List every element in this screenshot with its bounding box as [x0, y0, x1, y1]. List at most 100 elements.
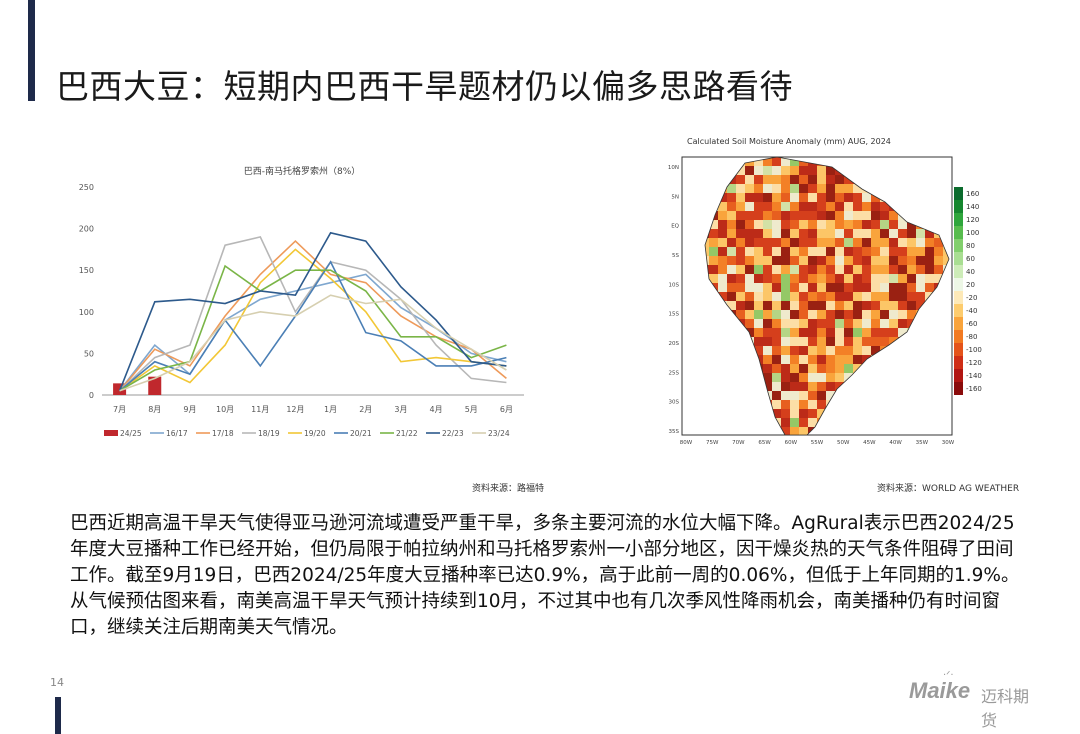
- series-line-21-22: [119, 264, 507, 392]
- legend-label: 24/25: [120, 429, 142, 438]
- anomaly-cell: [790, 211, 799, 220]
- anomaly-cell: [772, 391, 781, 400]
- colorbar-label: 160: [966, 190, 979, 198]
- anomaly-cell: [871, 229, 880, 238]
- colorbar-label: -60: [966, 320, 977, 328]
- anomaly-cell: [817, 166, 826, 175]
- anomaly-cell: [736, 301, 745, 310]
- anomaly-cell: [826, 382, 835, 391]
- anomaly-cell: [907, 265, 916, 274]
- colorbar-segment: [954, 226, 963, 239]
- anomaly-cell: [745, 283, 754, 292]
- anomaly-cell: [790, 328, 799, 337]
- legend-label: 22/23: [442, 429, 464, 438]
- anomaly-cell: [808, 391, 817, 400]
- anomaly-cell: [772, 247, 781, 256]
- anomaly-cell: [745, 256, 754, 265]
- series-line-16-17: [118, 273, 507, 392]
- y-tick-label: 150: [79, 266, 94, 275]
- lat-label: 10S: [669, 282, 680, 288]
- anomaly-cell: [853, 256, 862, 265]
- y-tick-label: 250: [79, 183, 94, 192]
- anomaly-cell: [745, 292, 754, 301]
- anomaly-cell: [790, 409, 799, 418]
- anomaly-cell: [772, 400, 781, 409]
- anomaly-cell: [835, 238, 844, 247]
- y-tick-label: 0: [89, 391, 94, 400]
- anomaly-cell: [817, 211, 826, 220]
- anomaly-cell: [736, 229, 745, 238]
- anomaly-cell: [862, 247, 871, 256]
- anomaly-cell: [844, 202, 853, 211]
- anomaly-cell: [817, 382, 826, 391]
- anomaly-cell: [808, 202, 817, 211]
- anomaly-cell: [907, 283, 916, 292]
- anomaly-cell: [754, 202, 763, 211]
- anomaly-cell: [808, 175, 817, 184]
- anomaly-cell: [808, 328, 817, 337]
- anomaly-cell: [916, 238, 925, 247]
- anomaly-cell: [826, 364, 835, 373]
- anomaly-cell: [781, 355, 790, 364]
- legend-label: 23/24: [488, 429, 510, 438]
- anomaly-cell: [898, 256, 907, 265]
- anomaly-cell: [889, 238, 898, 247]
- anomaly-cell: [907, 220, 916, 229]
- anomaly-cell: [880, 247, 889, 256]
- anomaly-cell: [754, 166, 763, 175]
- anomaly-cell: [772, 409, 781, 418]
- lon-label: 50W: [837, 440, 850, 446]
- anomaly-cell: [754, 310, 763, 319]
- legend-label: 21/22: [396, 429, 418, 438]
- anomaly-cell: [763, 157, 772, 166]
- anomaly-cell: [727, 283, 736, 292]
- anomaly-cell: [817, 301, 826, 310]
- anomaly-cell: [916, 247, 925, 256]
- anomaly-cell: [772, 193, 781, 202]
- anomaly-cell: [736, 265, 745, 274]
- anomaly-cell: [799, 220, 808, 229]
- anomaly-cell: [799, 382, 808, 391]
- colorbar-segment: [954, 278, 963, 291]
- anomaly-cell: [736, 310, 745, 319]
- anomaly-cell: [853, 265, 862, 274]
- colorbar-segment: [954, 317, 963, 330]
- colorbar-label: 100: [966, 229, 979, 237]
- y-tick-label: 100: [79, 308, 94, 317]
- anomaly-cell: [799, 247, 808, 256]
- anomaly-cell: [790, 337, 799, 346]
- anomaly-cell: [826, 355, 835, 364]
- anomaly-cell: [790, 175, 799, 184]
- anomaly-cell: [754, 175, 763, 184]
- anomaly-cell: [799, 238, 808, 247]
- anomaly-cell: [790, 283, 799, 292]
- anomaly-cell: [790, 184, 799, 193]
- anomaly-cell: [853, 193, 862, 202]
- anomaly-cell: [709, 274, 718, 283]
- lon-label: 70W: [732, 440, 745, 446]
- anomaly-cell: [826, 175, 835, 184]
- anomaly-cell: [799, 256, 808, 265]
- anomaly-cell: [754, 346, 763, 355]
- anomaly-cell: [907, 229, 916, 238]
- lon-label: 60W: [785, 440, 798, 446]
- anomaly-cell: [853, 184, 862, 193]
- soil-moisture-map: Calculated Soil Moisture Anomaly (mm) AU…: [657, 127, 982, 449]
- anomaly-cell: [808, 256, 817, 265]
- anomaly-cell: [817, 373, 826, 382]
- anomaly-cell: [826, 319, 835, 328]
- anomaly-cell: [718, 292, 727, 301]
- colorbar-label: -160: [966, 385, 982, 393]
- anomaly-cell: [943, 256, 949, 265]
- anomaly-cell: [736, 238, 745, 247]
- anomaly-cell: [790, 391, 799, 400]
- anomaly-cell: [826, 166, 835, 175]
- anomaly-cell: [826, 373, 835, 382]
- anomaly-cell: [835, 184, 844, 193]
- anomaly-cell: [763, 382, 772, 391]
- lat-label: 5N: [671, 194, 679, 200]
- anomaly-cell: [790, 157, 799, 166]
- series-line-18-19: [119, 235, 507, 392]
- anomaly-cell: [853, 211, 862, 220]
- anomaly-cell: [862, 337, 871, 346]
